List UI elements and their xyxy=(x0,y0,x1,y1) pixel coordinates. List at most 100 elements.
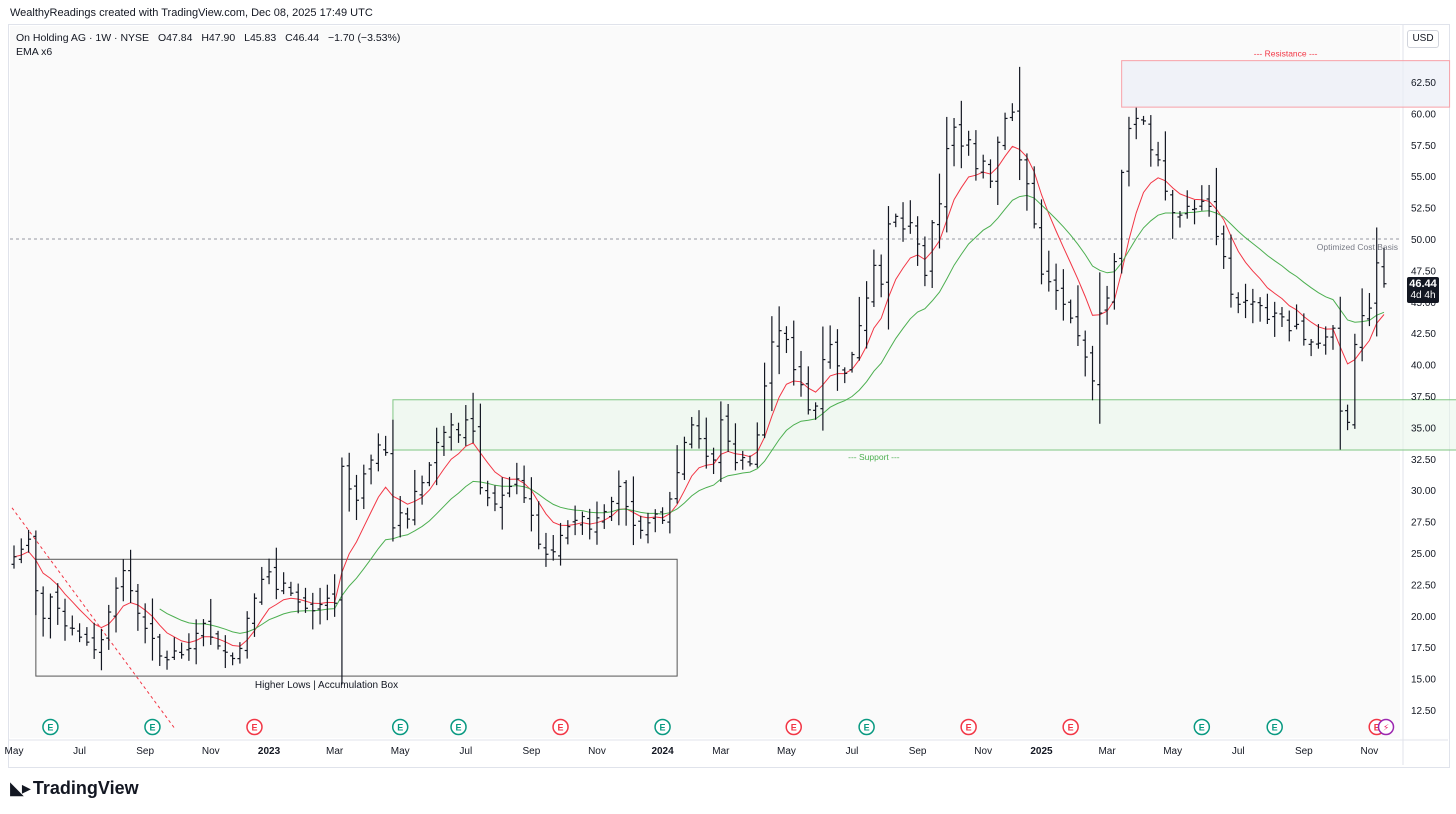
ohlc-bar xyxy=(281,572,287,595)
ohlc-bar xyxy=(193,619,199,665)
ohlc-bar xyxy=(492,485,498,512)
ohlc-bar xyxy=(1126,116,1132,187)
support-label: --- Support --- xyxy=(848,452,900,462)
y-tick-label: 40.00 xyxy=(1411,361,1436,372)
earnings-icon[interactable]: E xyxy=(654,718,671,736)
x-tick-label: May xyxy=(777,746,796,757)
ohlc-bar xyxy=(317,587,323,625)
ohlc-bar xyxy=(18,538,24,564)
earnings-icon[interactable]: E xyxy=(785,718,802,736)
earnings-icon[interactable]: E xyxy=(391,718,409,736)
tradingview-logo[interactable]: ◣▸ TradingView xyxy=(10,778,139,799)
low-value: L45.83 xyxy=(244,32,277,44)
ohlc-bar xyxy=(1111,253,1117,310)
ohlc-bar xyxy=(62,598,68,641)
ohlc-bar xyxy=(864,281,870,349)
earnings-icon[interactable]: E xyxy=(858,718,875,736)
x-tick-label: May xyxy=(1163,746,1182,757)
ohlc-bar xyxy=(1366,293,1372,327)
ohlc-bar xyxy=(747,455,753,467)
ohlc-bar xyxy=(893,213,899,228)
x-tick-label: 2023 xyxy=(258,746,281,757)
support-box xyxy=(392,399,1456,451)
ohlc-bar xyxy=(834,329,840,391)
x-tick-label: Sep xyxy=(909,746,927,757)
ohlc-bar xyxy=(157,633,163,666)
ohlc-bar xyxy=(295,583,301,614)
earnings-icon[interactable]: E xyxy=(450,718,467,736)
ohlc-bar xyxy=(1279,307,1285,327)
ohlc-bar xyxy=(827,325,833,369)
ohlc-bar xyxy=(703,417,709,469)
last-price-badge: 46.44 4d 4h xyxy=(1407,277,1439,303)
ohlc-bar xyxy=(783,326,789,354)
x-tick-label: Jul xyxy=(1232,746,1245,757)
x-tick-label: Jul xyxy=(73,746,86,757)
y-tick-label: 62.50 xyxy=(1411,78,1436,89)
ohlc-bar xyxy=(630,476,636,546)
ohlc-bar xyxy=(798,350,804,397)
ohlc-bar xyxy=(106,604,112,650)
ohlc-bar xyxy=(1177,211,1183,228)
ohlc-bar xyxy=(361,464,367,510)
ohlc-bar xyxy=(375,433,381,472)
ohlc-bar xyxy=(390,419,396,542)
accumulation-label: Higher Lows | Accumulation Box xyxy=(255,680,398,691)
ohlc-bar xyxy=(33,530,39,616)
brand-label: TradingView xyxy=(32,778,139,798)
events-flash-icon[interactable] xyxy=(1377,718,1395,736)
ohlc-bar xyxy=(1075,285,1081,347)
ohlc-bar xyxy=(660,507,666,524)
ohlc-bar xyxy=(346,452,352,512)
earnings-icon-circle xyxy=(1062,718,1079,736)
earnings-icon-glyph: E xyxy=(1068,723,1074,733)
earnings-icon[interactable]: E xyxy=(246,718,263,736)
ohlc-bar xyxy=(1301,313,1307,346)
symbol-label[interactable]: On Holding AG · 1W · NYSE xyxy=(16,32,150,44)
ohlc-bar xyxy=(594,501,600,545)
ohlc-bar xyxy=(623,480,629,526)
indicator-label[interactable]: EMA x6 xyxy=(16,46,53,58)
ohlc-bar xyxy=(725,403,731,452)
earnings-icon[interactable]: E xyxy=(1193,718,1211,736)
plot-area[interactable] xyxy=(10,26,1400,738)
ohlc-bar xyxy=(732,423,738,471)
x-tick-label: May xyxy=(5,746,24,757)
x-tick-label: Sep xyxy=(1295,746,1313,757)
earnings-icon[interactable]: E xyxy=(960,718,977,736)
ohlc-bar xyxy=(769,316,775,412)
currency-button[interactable]: USD xyxy=(1407,30,1439,48)
ohlc-bar xyxy=(907,200,913,234)
earnings-icon[interactable]: E xyxy=(552,718,569,736)
ohlc-bar xyxy=(1250,288,1256,324)
ohlc-bar xyxy=(711,447,717,475)
ohlc-bar xyxy=(215,630,221,650)
ohlc-bar xyxy=(1315,324,1321,349)
x-tick-label: May xyxy=(391,746,410,757)
ohlc-bar xyxy=(1264,293,1270,325)
ohlc-bar xyxy=(1184,190,1190,219)
ohlc-bar xyxy=(521,465,527,503)
ohlc-bar xyxy=(1097,272,1103,424)
y-tick-label: 52.50 xyxy=(1411,204,1436,215)
ohlc-bar xyxy=(762,362,768,439)
x-tick-label: Sep xyxy=(522,746,540,757)
y-tick-label: 27.50 xyxy=(1411,518,1436,529)
ohlc-bar xyxy=(1213,167,1219,246)
y-tick-label: 32.50 xyxy=(1411,455,1436,466)
earnings-icon-circle xyxy=(552,718,569,736)
ohlc-bar xyxy=(84,627,90,646)
ohlc-bar xyxy=(1053,263,1059,310)
y-tick-label: 42.50 xyxy=(1411,329,1436,340)
flash-glyph-icon: ⚡ xyxy=(1383,724,1389,734)
x-tick-label: Sep xyxy=(136,746,154,757)
earnings-icon[interactable]: E xyxy=(144,718,161,736)
earnings-icon[interactable]: E xyxy=(1062,718,1079,736)
ohlc-bar xyxy=(754,422,760,468)
earnings-icon[interactable]: E xyxy=(1266,718,1283,736)
ohlc-bar xyxy=(499,477,505,530)
ohlc-bar xyxy=(405,507,411,529)
earnings-icon[interactable]: E xyxy=(42,718,59,736)
ohlc-bar xyxy=(536,501,542,550)
